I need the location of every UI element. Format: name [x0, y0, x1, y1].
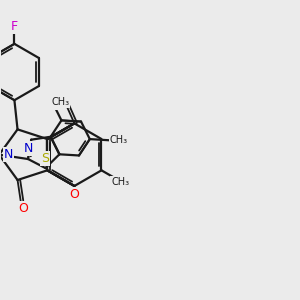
Text: O: O: [55, 96, 65, 109]
Text: S: S: [41, 152, 50, 165]
Text: CH₃: CH₃: [110, 135, 128, 146]
Text: O: O: [18, 202, 28, 215]
Text: CH₃: CH₃: [111, 177, 129, 187]
Text: CH₃: CH₃: [51, 97, 70, 107]
Text: N: N: [23, 142, 33, 154]
Text: F: F: [11, 20, 18, 33]
Text: O: O: [70, 188, 79, 201]
Text: N: N: [4, 148, 13, 161]
